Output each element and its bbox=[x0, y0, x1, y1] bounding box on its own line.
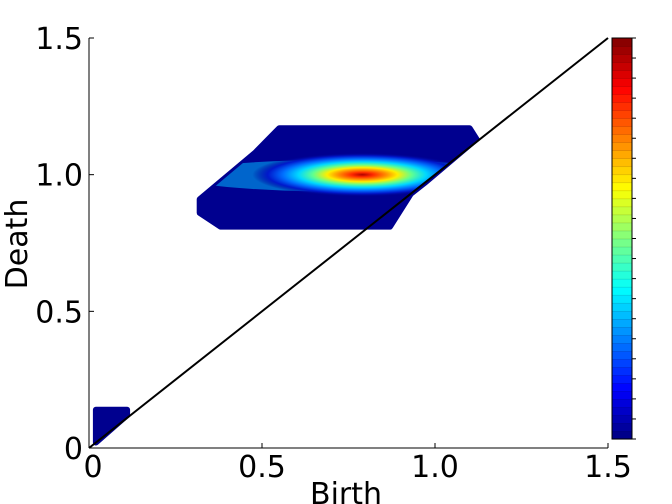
colorbar-cell bbox=[611, 310, 633, 320]
colorbar-cell bbox=[611, 422, 633, 432]
colorbar-cell bbox=[611, 382, 633, 392]
y-axis-label: Death bbox=[0, 199, 35, 290]
y-tick-label: 0.5 bbox=[35, 295, 83, 330]
y-tick-label: 1.0 bbox=[35, 159, 83, 194]
colorbar-cell bbox=[611, 61, 633, 71]
colorbar-cell bbox=[611, 342, 633, 352]
colorbar-cell bbox=[611, 270, 633, 280]
colorbar-cell bbox=[611, 294, 633, 304]
lower-corner-region bbox=[92, 406, 131, 446]
colorbar-cell bbox=[611, 286, 633, 296]
colorbar-cell bbox=[611, 350, 633, 360]
colorbar-cell bbox=[611, 374, 633, 384]
colorbar-cell bbox=[611, 134, 633, 143]
colorbar-cell bbox=[611, 182, 633, 192]
colorbar-cell bbox=[611, 398, 633, 408]
colorbar-cell bbox=[611, 93, 633, 103]
plot-area bbox=[92, 125, 480, 446]
x-tick-label: 1.0 bbox=[411, 450, 459, 485]
x-axis-label: Birth bbox=[310, 477, 382, 504]
colorbar-cell bbox=[611, 430, 633, 440]
colorbar-cell bbox=[611, 117, 633, 127]
colorbar-cell bbox=[611, 326, 633, 336]
colorbar-cell bbox=[611, 414, 633, 424]
colorbar-cell bbox=[611, 69, 633, 79]
colorbar-cell bbox=[611, 85, 633, 95]
colorbar-cell bbox=[611, 302, 633, 312]
colorbar-cell bbox=[611, 174, 633, 184]
colorbar-cell bbox=[611, 254, 633, 264]
colorbar-cell bbox=[611, 206, 633, 216]
colorbar-cell bbox=[611, 142, 633, 151]
x-tick-label: 1.5 bbox=[584, 450, 632, 485]
colorbar-cell bbox=[611, 198, 633, 208]
colorbar-cell bbox=[611, 150, 633, 159]
colorbar-cell bbox=[611, 334, 633, 344]
colorbar bbox=[611, 37, 636, 440]
y-tick-label: 1.5 bbox=[35, 22, 83, 57]
x-tick-label: 0.5 bbox=[238, 450, 286, 485]
colorbar-cell bbox=[611, 101, 633, 111]
colorbar-cell bbox=[611, 230, 633, 240]
colorbar-cell bbox=[611, 109, 633, 119]
colorbar-cell bbox=[611, 45, 633, 55]
colorbar-cell bbox=[611, 318, 633, 328]
colorbar-cell bbox=[611, 358, 633, 368]
colorbar-cell bbox=[611, 126, 633, 135]
colorbar-cell bbox=[611, 214, 633, 224]
colorbar-cell bbox=[611, 190, 633, 200]
x-axis-ticks: 0 0.5 1.0 1.5 bbox=[83, 443, 632, 485]
colorbar-cell bbox=[611, 77, 633, 87]
x-tick-label: 0 bbox=[83, 450, 102, 485]
colorbar-cell bbox=[611, 158, 633, 168]
colorbar-cell bbox=[611, 53, 633, 63]
colorbar-cell bbox=[611, 238, 633, 248]
colorbar-cell bbox=[611, 166, 633, 176]
y-axis-ticks: 0 0.5 1.0 1.5 bbox=[35, 22, 94, 467]
colorbar-cell bbox=[611, 262, 633, 272]
density-peak bbox=[252, 152, 473, 197]
colorbar-cell bbox=[611, 37, 633, 47]
colorbar-cell bbox=[611, 390, 633, 400]
y-tick-label: 0 bbox=[64, 432, 83, 467]
colorbar-cell bbox=[611, 366, 633, 376]
diagonal-line bbox=[88, 37, 609, 449]
colorbar-cell bbox=[611, 222, 633, 232]
colorbar-cell bbox=[611, 406, 633, 416]
colorbar-cell bbox=[611, 246, 633, 256]
colorbar-cell bbox=[611, 278, 633, 288]
